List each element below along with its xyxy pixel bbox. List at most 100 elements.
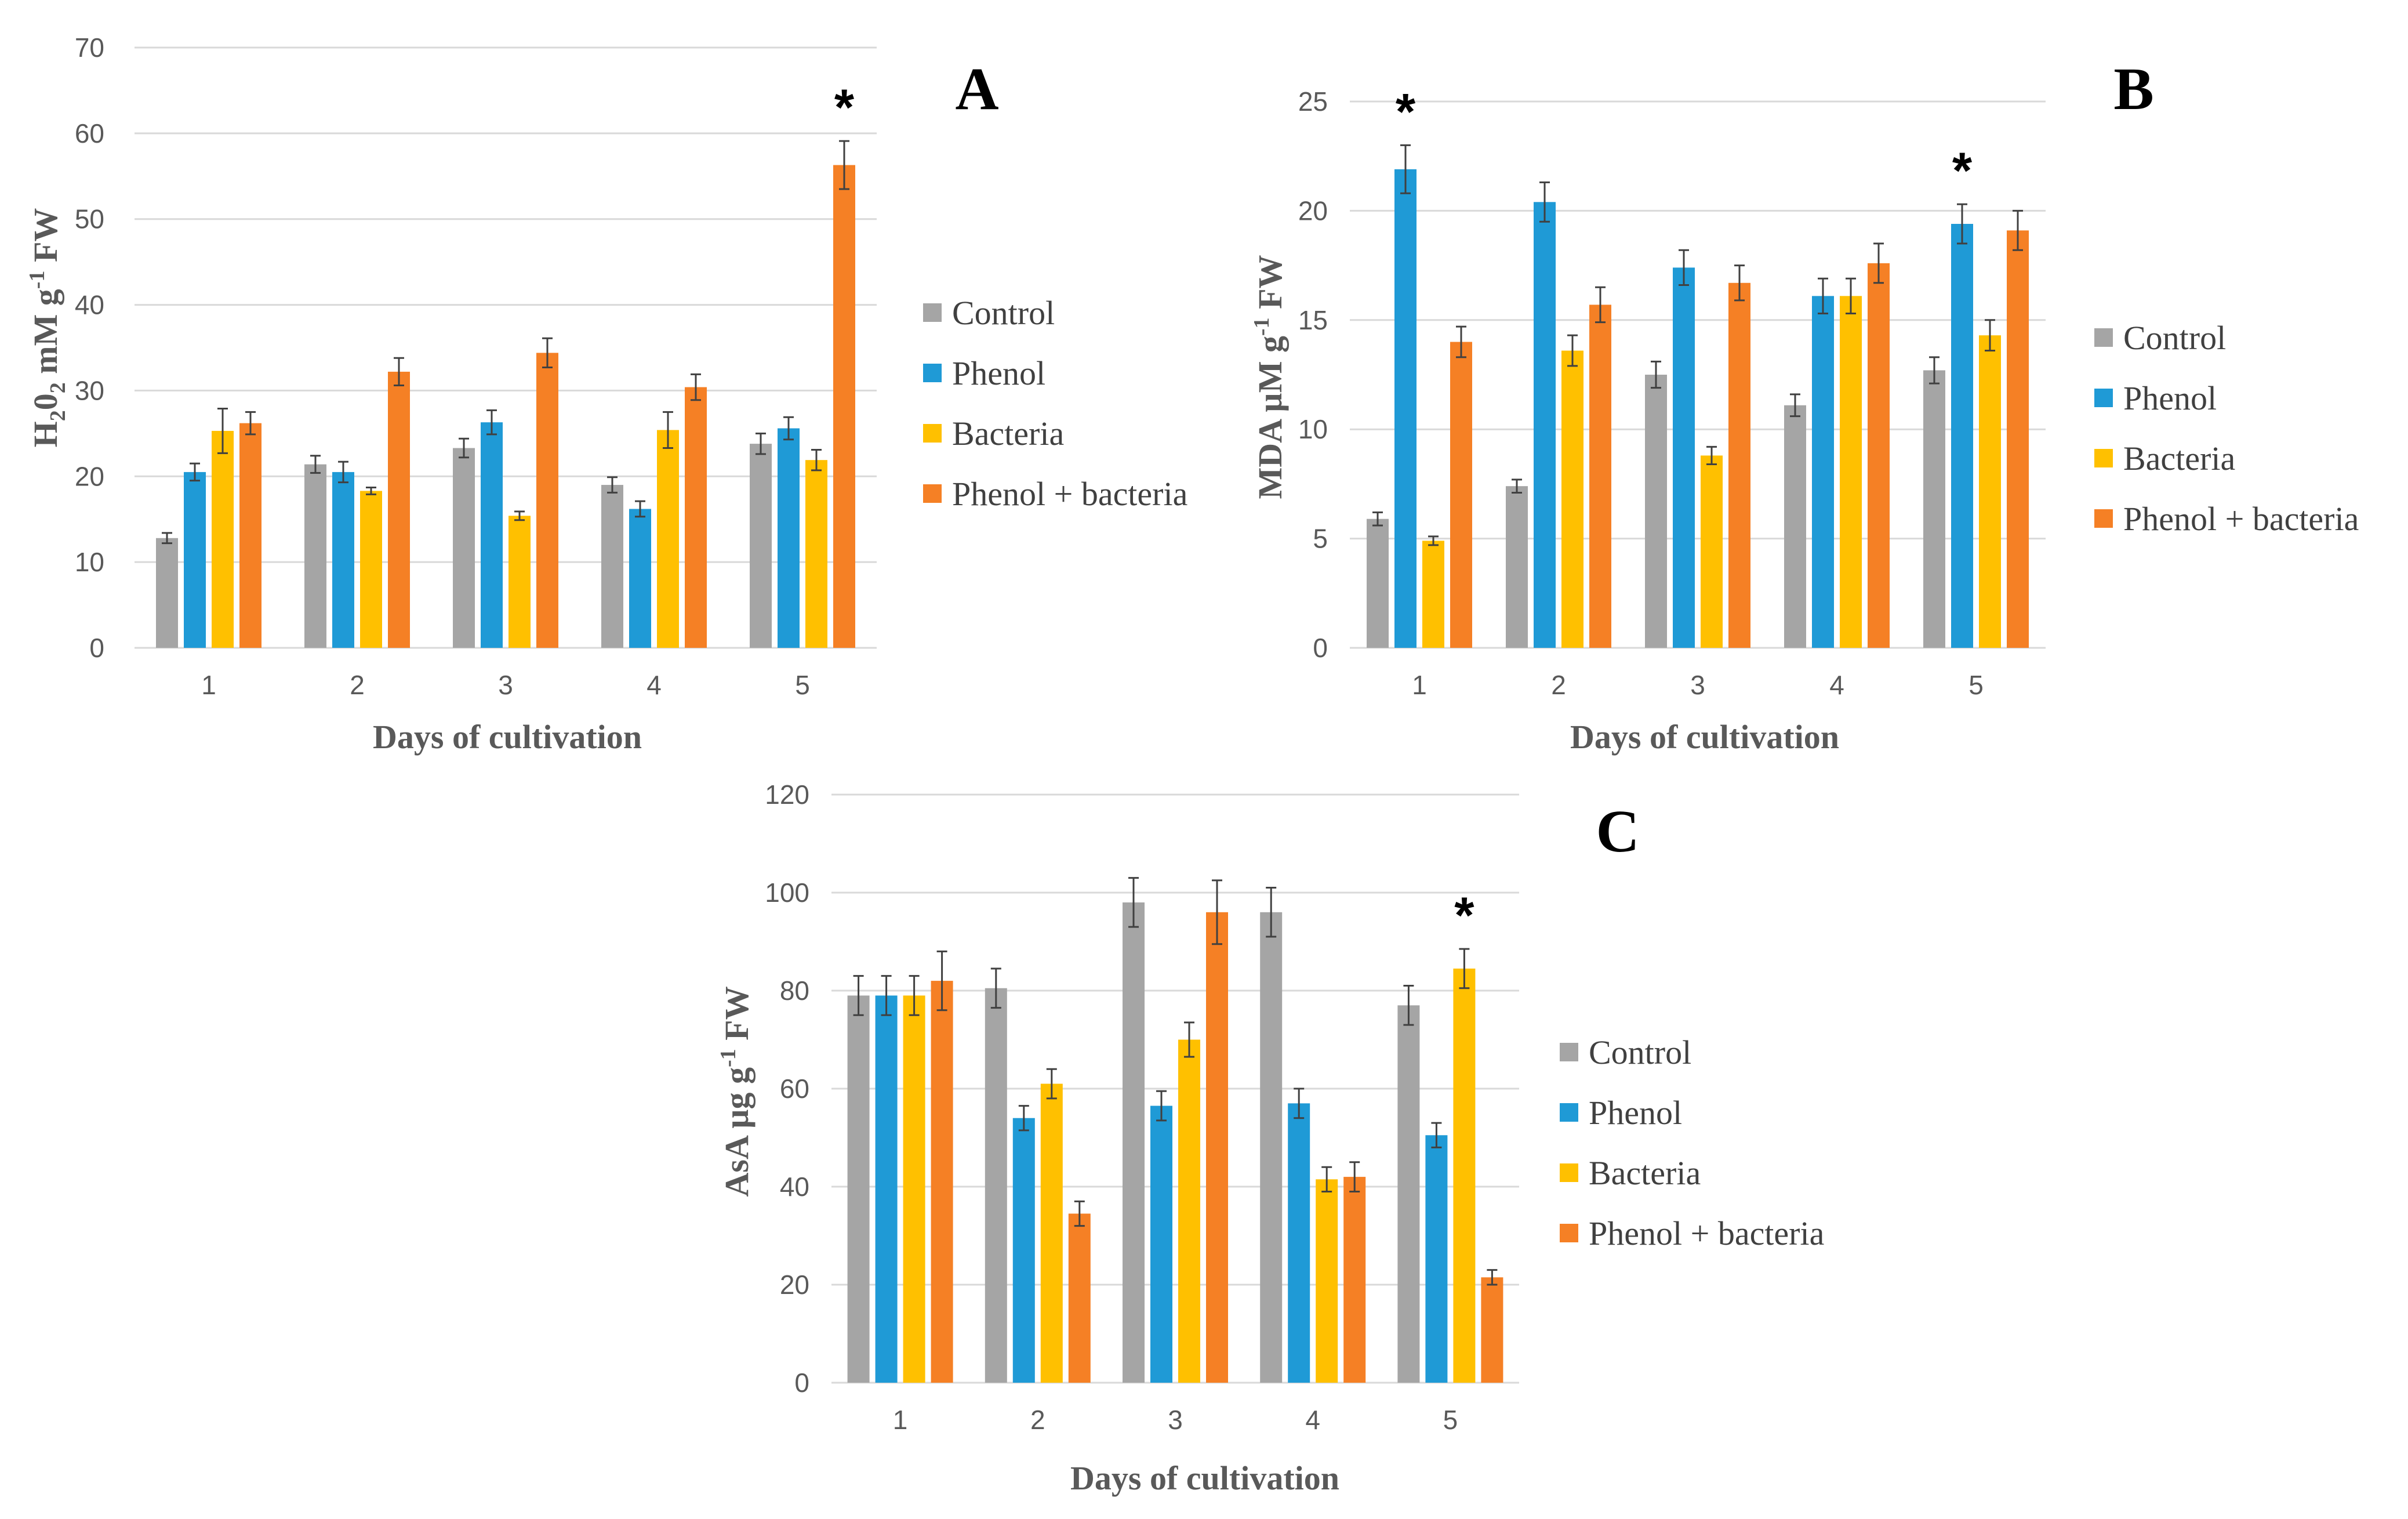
panel-a-legend-swatch bbox=[923, 424, 942, 443]
panel-c-bar bbox=[1316, 1179, 1338, 1383]
panel-c-error-bars bbox=[853, 877, 1498, 1286]
panel-a-y-axis-title: H202 mM g-1 FW bbox=[25, 208, 70, 448]
panel-a-legend-swatch bbox=[923, 484, 942, 503]
panel-b-bar bbox=[1394, 169, 1417, 648]
panel-c-y-tick-label: 80 bbox=[780, 976, 809, 1006]
panel-c-y-tick-label: 60 bbox=[780, 1074, 809, 1104]
panel-b-x-tick-label: 1 bbox=[1412, 670, 1427, 700]
panel-a-bar bbox=[156, 538, 178, 648]
panel-a-legend-swatch bbox=[923, 303, 942, 322]
panel-a-bar bbox=[685, 387, 707, 648]
panel-c-bar bbox=[847, 995, 870, 1383]
panel-b-legend-label: Bacteria bbox=[2123, 440, 2235, 477]
panel-c-y-axis-title: AsA µg g-1 FW bbox=[716, 986, 756, 1197]
panel-c-legend-swatch bbox=[1560, 1043, 1578, 1061]
panel-b-bar bbox=[1645, 375, 1667, 648]
panel-c-x-ticks: 1 2 3 4 5 bbox=[893, 1405, 1458, 1435]
panel-b-y-tick-label: 0 bbox=[1313, 633, 1328, 663]
panel-c-legend-label: Control bbox=[1589, 1034, 1691, 1071]
panel-b-x-tick-label: 3 bbox=[1690, 670, 1705, 700]
panel-a-label: A bbox=[955, 56, 998, 122]
panel-b-y-axis-title: MDA µM g-1 FW bbox=[1250, 255, 1289, 499]
panel-a-bar bbox=[360, 491, 382, 648]
panel-a-y-tick-label: 40 bbox=[75, 290, 104, 320]
panel-a-bar bbox=[184, 472, 206, 648]
panel-b-bar bbox=[1589, 304, 1611, 648]
panel-c-legend-swatch bbox=[1560, 1224, 1578, 1242]
panel-c-bar bbox=[875, 995, 898, 1383]
panel-a-y-ticks: 0 10 20 30 40 50 60 70 bbox=[75, 32, 104, 663]
panel-a-bar bbox=[332, 472, 354, 648]
panel-a-legend: Control Phenol Bacteria Phenol + bacteria bbox=[923, 294, 1187, 513]
panel-b-bar bbox=[1367, 519, 1389, 648]
panel-b-legend-label: Control bbox=[2123, 319, 2226, 357]
panel-a-bar bbox=[239, 423, 261, 648]
panel-a-legend-label: Phenol bbox=[952, 354, 1045, 392]
panel-a-x-tick-label: 5 bbox=[795, 670, 810, 700]
panel-b-y-ticks: 0 5 10 15 20 25 bbox=[1298, 86, 1328, 663]
panel-a-significance: * bbox=[834, 78, 855, 136]
panel-a-legend-label: Phenol + bacteria bbox=[952, 475, 1187, 513]
panel-a-error-bars bbox=[162, 140, 849, 545]
panel-a-legend-label: Control bbox=[952, 294, 1055, 332]
panel-c-bar bbox=[1123, 902, 1145, 1383]
panel-b-label: B bbox=[2113, 56, 2153, 122]
panel-b-y-tick-label: 20 bbox=[1298, 195, 1328, 226]
panel-c-label: C bbox=[1596, 798, 1639, 865]
panel-c-bar bbox=[1178, 1039, 1200, 1383]
panel-a-bar bbox=[657, 430, 679, 648]
panel-c-x-tick-label: 3 bbox=[1168, 1405, 1183, 1435]
panel-c-legend-label: Phenol + bacteria bbox=[1589, 1215, 1824, 1252]
panel-c-bar bbox=[1288, 1103, 1310, 1383]
panel-a-bar bbox=[304, 464, 326, 648]
panel-a-bar bbox=[601, 485, 623, 648]
panel-c-bar bbox=[985, 988, 1007, 1383]
panel-b-x-tick-label: 2 bbox=[1551, 670, 1566, 700]
panel-b-error-bars bbox=[1372, 144, 2023, 546]
panel-b-significance-star: * bbox=[1952, 142, 1973, 199]
panel-a-bar bbox=[481, 422, 503, 648]
panel-b-significance: ** bbox=[1396, 82, 1973, 199]
panel-c-legend-swatch bbox=[1560, 1163, 1578, 1182]
panel-b-bar bbox=[1979, 335, 2001, 648]
panel-c-x-tick-label: 2 bbox=[1030, 1405, 1045, 1435]
panel-c-bar bbox=[903, 995, 925, 1383]
panel-a-x-tick-label: 3 bbox=[498, 670, 513, 700]
panel-a-bars bbox=[156, 165, 855, 648]
panel-b-bar bbox=[1450, 342, 1472, 648]
panel-c-y-tick-label: 100 bbox=[765, 878, 809, 908]
panel-a-x-axis-title: Days of cultivation bbox=[373, 718, 642, 756]
panel-a-y-tick-label: 20 bbox=[75, 461, 104, 491]
panel-c-significance: * bbox=[1454, 886, 1474, 944]
panel-b-bar bbox=[2007, 230, 2029, 648]
panel-b-bar bbox=[1784, 405, 1806, 648]
panel-b-y-tick-label: 5 bbox=[1313, 524, 1328, 554]
panel-c-x-tick-label: 1 bbox=[893, 1405, 908, 1435]
panel-a-bar bbox=[388, 371, 410, 648]
panel-c-chart: 0 20 40 60 80 100 120 1 2 3 4 5 * Days of cultivat… bbox=[716, 780, 1824, 1497]
panel-a-bar bbox=[453, 448, 475, 648]
panel-b-y-tick-label: 25 bbox=[1298, 86, 1328, 117]
panel-b-y-tick-label: 10 bbox=[1298, 414, 1328, 444]
panel-b-y-tick-label: 15 bbox=[1298, 305, 1328, 335]
panel-a-x-tick-label: 2 bbox=[350, 670, 365, 700]
panel-c-bars bbox=[847, 902, 1503, 1383]
panel-b-bar bbox=[1728, 282, 1750, 648]
panel-a-x-tick-label: 4 bbox=[647, 670, 662, 700]
panel-b-bar bbox=[1923, 370, 1945, 648]
panel-b-legend-swatch bbox=[2094, 389, 2113, 407]
panel-c-bar bbox=[1040, 1083, 1063, 1383]
panel-c-bar bbox=[1425, 1135, 1448, 1383]
panel-c-legend-swatch bbox=[1560, 1103, 1578, 1122]
panel-c-y-tick-label: 120 bbox=[765, 780, 809, 810]
panel-c-bar bbox=[1453, 968, 1476, 1383]
panel-c-legend-label: Phenol bbox=[1589, 1094, 1682, 1132]
panel-a-bar bbox=[750, 444, 772, 648]
panel-b-x-axis-title: Days of cultivation bbox=[1570, 718, 1839, 756]
panel-c-bar bbox=[1012, 1118, 1035, 1383]
panel-c-x-tick-label: 5 bbox=[1443, 1405, 1458, 1435]
panel-a-legend-swatch bbox=[923, 364, 942, 382]
panel-a-y-tick-label: 0 bbox=[89, 633, 104, 663]
panel-c-bar bbox=[1343, 1177, 1366, 1383]
